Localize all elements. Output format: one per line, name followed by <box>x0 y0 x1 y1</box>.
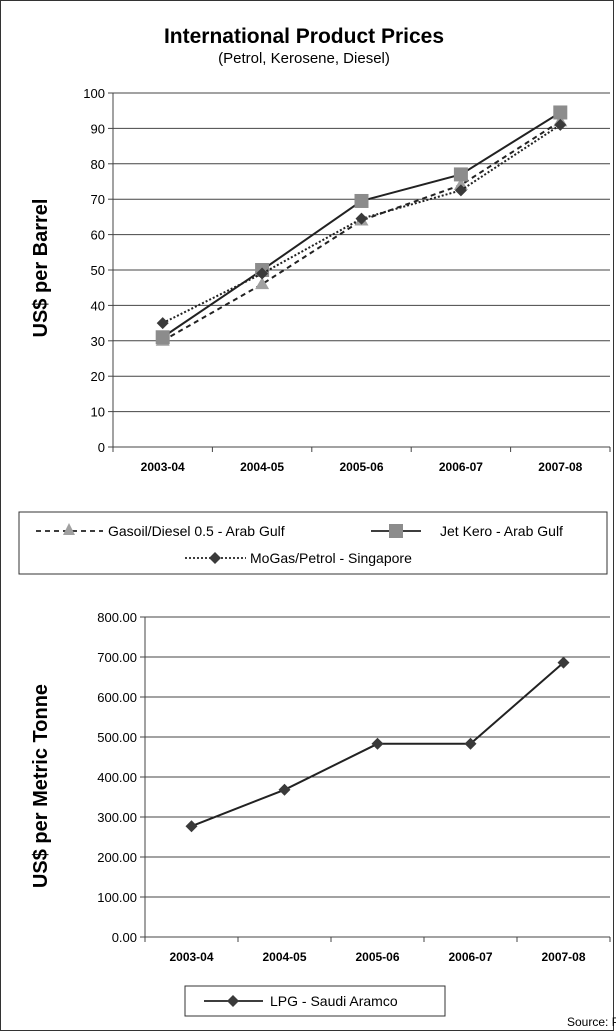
chart1-x-tick-label: 2003-04 <box>141 460 185 474</box>
chart2-y-tick-label: 100.00 <box>97 890 137 905</box>
legend-label-gasoil: Gasoil/Diesel 0.5 - Arab Gulf <box>108 523 285 539</box>
chart2-y-tick-labels: 0.00 100.00 200.00 300.00 400.00 500.00 600.00… <box>97 610 137 945</box>
legend-diamond-marker-lpg <box>227 995 239 1007</box>
chart2-point-diamond <box>371 737 384 750</box>
chart1-x-tick-label: 2005-06 <box>339 460 383 474</box>
chart1-point-square <box>453 167 468 182</box>
chart2-y-tick-label: 700.00 <box>97 650 137 665</box>
chart2-point-diamond <box>464 737 477 750</box>
chart1-y-tick-label: 90 <box>91 121 105 136</box>
chart1-ylabel: US$ per Barrel <box>30 199 52 338</box>
legend-label-mogas: MoGas/Petrol - Singapore <box>250 550 412 566</box>
legend-triangle-marker <box>63 523 75 535</box>
chart2-point-diamond <box>278 783 291 796</box>
legend-diamond-marker <box>209 552 221 564</box>
chart2-y-tick-label: 500.00 <box>97 730 137 745</box>
chart1-point-triangle <box>255 277 270 290</box>
chart2-y-tick-label: 800.00 <box>97 610 137 625</box>
chart1-subtitle: (Petrol, Kerosene, Diesel) <box>218 50 390 67</box>
chart2-series <box>185 656 570 833</box>
chart1-y-tick-label: 0 <box>98 440 105 455</box>
chart1-legend-box <box>18 511 608 575</box>
chart1-y-tick-label: 80 <box>91 157 105 172</box>
chart1-x-tick-label: 2007-08 <box>538 460 582 474</box>
chart1-y-tick-label: 30 <box>91 334 105 349</box>
chart1-point-diamond <box>355 212 368 225</box>
chart1-y-tick-label: 10 <box>91 405 105 420</box>
legend-label-lpg: LPG - Saudi Aramco <box>270 993 398 1009</box>
chart1-title: International Product Prices <box>164 25 444 48</box>
chart1-point-square <box>354 193 369 208</box>
chart2-y-tick-label: 400.00 <box>97 770 137 785</box>
chart1-series <box>155 105 568 346</box>
chart1-x-tick-label: 2006-07 <box>439 460 483 474</box>
chart1-y-tick-label: 40 <box>91 298 105 313</box>
chart2-x-tick-labels: 2003-04 2004-05 2005-06 2006-07 2007-08 <box>169 950 585 964</box>
legend-square-marker <box>389 524 403 538</box>
chart1-legend: Gasoil/Diesel 0.5 - Arab Gulf Jet Kero -… <box>36 523 563 566</box>
chart1-point-diamond <box>454 184 467 197</box>
chart1-point-diamond <box>156 317 169 330</box>
chart1-point-square <box>553 105 568 120</box>
chart1-y-tick-label: 100 <box>83 86 105 101</box>
chart2-legend: LPG - Saudi Aramco <box>204 993 398 1009</box>
chart1-y-tick-label: 70 <box>91 192 105 207</box>
chart1-y-tick-labels: 0 10 20 30 40 50 60 70 80 90 100 <box>83 86 105 455</box>
chart1-point-diamond <box>554 118 567 131</box>
chart1-y-tick-label: 20 <box>91 369 105 384</box>
chart1-y-tick-label: 50 <box>91 263 105 278</box>
chart1-y-tick-label: 60 <box>91 228 105 243</box>
chart1-gridlines <box>108 92 611 452</box>
chart2-point-diamond <box>185 820 198 833</box>
chart1-point-square <box>155 330 170 345</box>
chart2-legend-box <box>184 985 446 1017</box>
chart2-point-diamond <box>557 656 570 669</box>
chart2-x-tick-label: 2003-04 <box>169 950 213 964</box>
legend-label-jet-kero: Jet Kero - Arab Gulf <box>440 523 563 539</box>
chart2-x-tick-label: 2006-07 <box>448 950 492 964</box>
chart1-x-tick-label: 2004-05 <box>240 460 284 474</box>
source-note: Source: Platts <box>567 1015 616 1029</box>
chart2-y-tick-label: 200.00 <box>97 850 137 865</box>
chart2-y-tick-label: 600.00 <box>97 690 137 705</box>
chart2-x-tick-label: 2007-08 <box>541 950 585 964</box>
chart2-y-tick-label: 300.00 <box>97 810 137 825</box>
chart2-x-tick-label: 2004-05 <box>262 950 306 964</box>
chart1-point-diamond <box>256 267 269 280</box>
chart1-x-tick-labels: 2003-04 2004-05 2005-06 2006-07 2007-08 <box>141 460 583 474</box>
chart2-x-tick-label: 2005-06 <box>355 950 399 964</box>
chart2-ylabel: US$ per Metric Tonne <box>30 684 52 888</box>
chart2-y-tick-label: 0.00 <box>112 930 137 945</box>
chart2-gridlines <box>140 616 611 942</box>
chart1-series-line-1 <box>162 120 561 342</box>
